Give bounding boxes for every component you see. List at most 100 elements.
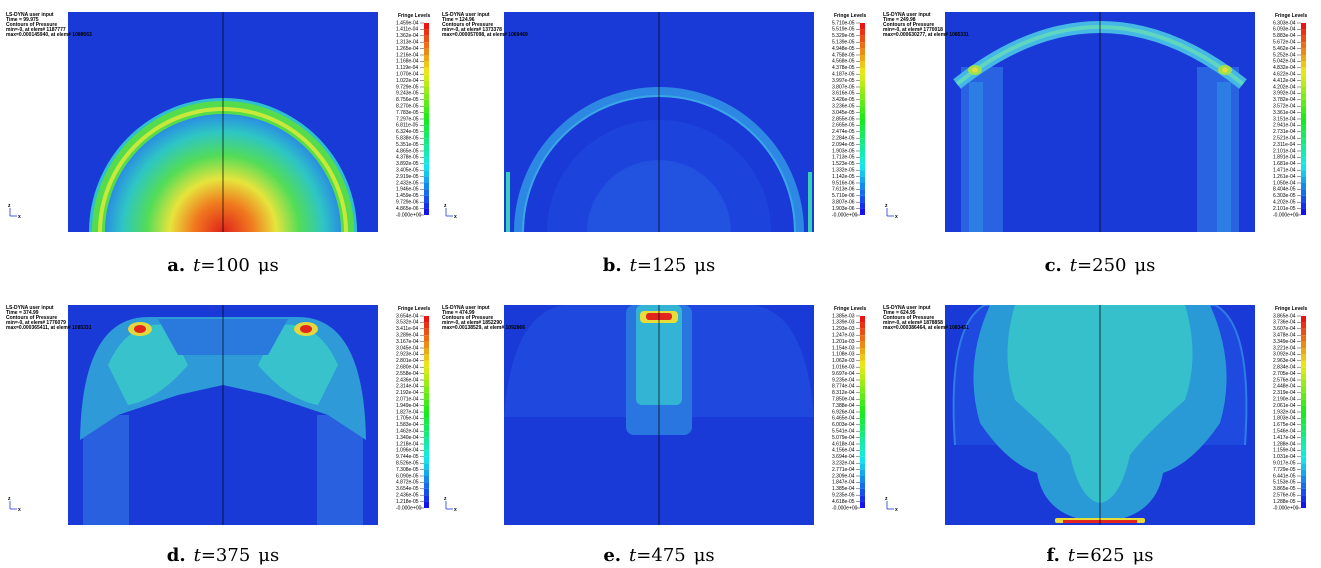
column bbox=[1217, 82, 1231, 232]
colorbar-cell bbox=[424, 348, 429, 355]
legend-level: 9.729e-06 bbox=[396, 200, 419, 206]
legend-level: -0.000e+00 bbox=[396, 212, 422, 218]
legend-level: 1.288e-04 bbox=[1273, 441, 1296, 447]
legend-level: 3.997e-05 bbox=[832, 78, 855, 84]
colorbar-cell bbox=[1301, 392, 1306, 400]
colorbar-cell bbox=[1301, 476, 1306, 483]
legend-level: 2.963e-04 bbox=[1273, 358, 1296, 364]
caption-variable: t bbox=[1070, 255, 1078, 276]
legend-level: 1.713e-05 bbox=[832, 155, 855, 161]
colorbar-cell bbox=[1301, 125, 1306, 132]
legend-level: 2.101e-05 bbox=[1273, 206, 1296, 212]
colorbar-cell bbox=[860, 144, 865, 151]
colorbar-cell bbox=[424, 456, 429, 464]
colorbar-cell bbox=[424, 341, 429, 348]
legend-level: 6.441e-05 bbox=[1273, 473, 1296, 479]
colorbar-cell bbox=[424, 328, 429, 336]
column bbox=[83, 415, 129, 525]
caption-value: =475 bbox=[636, 545, 685, 566]
colorbar-cell bbox=[424, 55, 429, 62]
colorbar-cell bbox=[424, 99, 429, 107]
legend-level: 1.385e-03 bbox=[832, 313, 855, 319]
caption-variable: t bbox=[630, 255, 638, 276]
legend-level: 9.243e-05 bbox=[396, 91, 419, 97]
legend-level: 7.850e-04 bbox=[832, 397, 855, 403]
colorbar-cell bbox=[424, 87, 429, 94]
legend-level: 2.071e-04 bbox=[396, 397, 419, 403]
legend-level: 5.042e-04 bbox=[1273, 59, 1296, 65]
caption-variable: t bbox=[193, 255, 201, 276]
colorbar-cell bbox=[1301, 189, 1306, 196]
legend-level: 4.378e-05 bbox=[832, 65, 855, 71]
legend-level: 2.521e-04 bbox=[1273, 136, 1296, 142]
colorbar-cell bbox=[1301, 208, 1306, 215]
colorbar-cell bbox=[424, 125, 429, 132]
header-line: Contours of Pressure bbox=[6, 22, 57, 28]
colorbar-cell bbox=[424, 170, 429, 177]
simulation-image bbox=[504, 12, 814, 232]
legend-level: 1.016e-03 bbox=[832, 365, 855, 371]
legend-level: 4.872e-05 bbox=[396, 480, 419, 486]
peak bbox=[1222, 67, 1228, 73]
colorbar-cell bbox=[860, 138, 865, 145]
simulation-image bbox=[68, 12, 378, 232]
header-line: Time = 624.95 bbox=[883, 310, 916, 316]
colorbar-cell bbox=[424, 74, 429, 81]
legend-level: 2.192e-04 bbox=[396, 390, 419, 396]
legend-level: 3.045e-05 bbox=[832, 110, 855, 116]
colorbar-cell bbox=[1301, 399, 1306, 406]
peak bbox=[972, 67, 978, 73]
legend-level: 5.153e-05 bbox=[1273, 480, 1296, 486]
colorbar-cell bbox=[1301, 501, 1306, 508]
colorbar-cell bbox=[860, 456, 865, 464]
legend-level: 9.235e-04 bbox=[832, 377, 855, 383]
colorbar-cell bbox=[860, 380, 865, 387]
colorbar-cell bbox=[860, 61, 865, 68]
colorbar-cell bbox=[424, 463, 429, 470]
colorbar-cell bbox=[860, 367, 865, 374]
colorbar-cell bbox=[1301, 55, 1306, 62]
legend-title: Fringe Levels bbox=[398, 13, 430, 19]
colorbar-cell bbox=[860, 335, 865, 342]
legend-level: 6.811e-05 bbox=[396, 123, 418, 129]
header-line: min=-0, at elem# 1770018 bbox=[883, 27, 943, 33]
colorbar-cell bbox=[424, 418, 429, 425]
legend-level: 1.949e-04 bbox=[396, 403, 419, 409]
legend-level: 3.478e-04 bbox=[1273, 333, 1296, 339]
colorbar-cell bbox=[1301, 195, 1306, 203]
colorbar-cell bbox=[860, 55, 865, 62]
legend-level: 2.094e-05 bbox=[832, 142, 855, 148]
colorbar-cell bbox=[1301, 463, 1306, 470]
legend-level: 3.572e-04 bbox=[1273, 104, 1296, 110]
header-line: min=-0, at elem# 1373378 bbox=[442, 27, 502, 33]
caption-label: b. bbox=[603, 255, 622, 276]
legend-level: 3.736e-04 bbox=[1273, 320, 1296, 326]
legend-level: 1.417e-04 bbox=[1273, 435, 1296, 441]
legend-level: 1.062e-03 bbox=[832, 358, 855, 364]
caption-label: c. bbox=[1045, 255, 1062, 276]
legend-level: 2.448e-04 bbox=[1273, 384, 1296, 390]
legend-level: 1.022e-04 bbox=[396, 78, 419, 84]
caption-variable: t bbox=[194, 545, 202, 566]
legend-level: 7.783e-05 bbox=[396, 110, 419, 116]
colorbar-cell bbox=[424, 106, 429, 113]
colorbar-cell bbox=[424, 23, 429, 30]
legend-level: 9.017e-05 bbox=[1273, 461, 1296, 467]
colorbar-cell bbox=[424, 495, 429, 502]
legend-level: 2.923e-04 bbox=[396, 352, 419, 358]
legend-level: 1.459e-04 bbox=[396, 20, 419, 26]
legend-level: 2.190e-04 bbox=[1273, 397, 1296, 403]
legend-level: 1.523e-05 bbox=[832, 161, 855, 167]
colorbar-cell bbox=[424, 316, 429, 323]
colorbar-cell bbox=[860, 348, 865, 355]
legend-level: 4.568e-05 bbox=[832, 59, 855, 65]
legend-level: 3.607e-04 bbox=[1273, 326, 1296, 332]
legend-level: 1.265e-04 bbox=[396, 46, 419, 52]
legend-level: 1.847e-04 bbox=[832, 480, 855, 486]
caption-label: f. bbox=[1047, 545, 1060, 566]
legend-level: 2.576e-05 bbox=[1273, 493, 1296, 499]
